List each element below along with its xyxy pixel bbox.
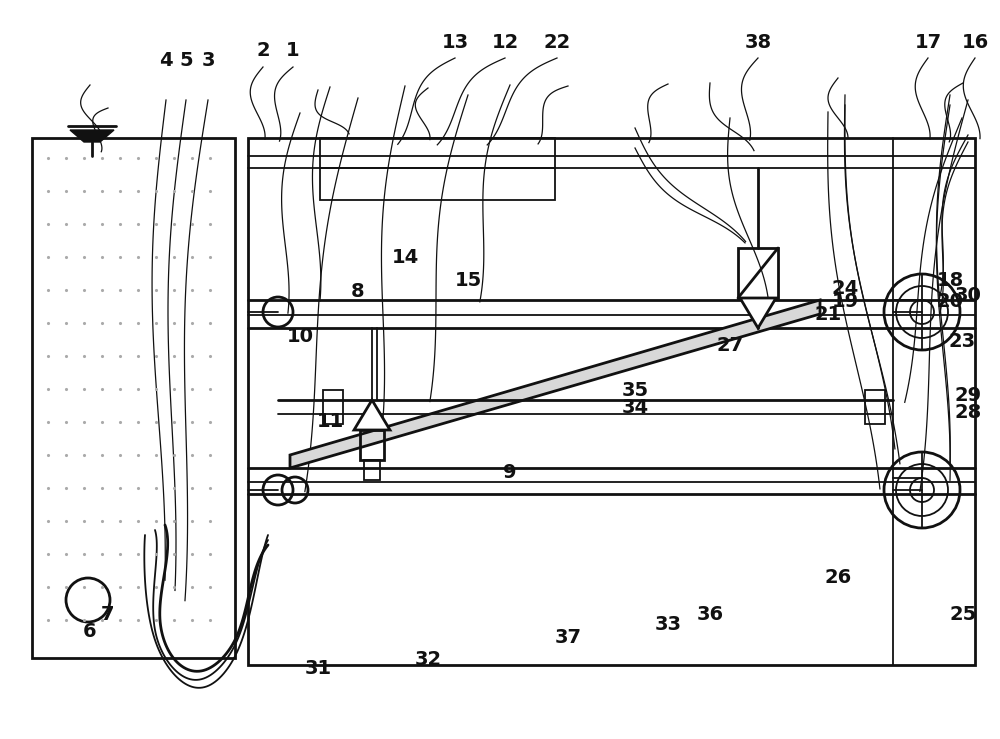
Polygon shape	[70, 130, 114, 142]
Text: 4: 4	[159, 51, 173, 70]
Text: 29: 29	[954, 386, 982, 405]
Text: 21: 21	[814, 304, 842, 324]
Text: 7: 7	[101, 605, 115, 624]
Polygon shape	[290, 300, 820, 468]
Text: 23: 23	[948, 332, 976, 351]
Text: 36: 36	[696, 605, 724, 624]
Text: 16: 16	[961, 33, 989, 52]
Text: 24: 24	[831, 279, 859, 298]
Text: 13: 13	[441, 33, 469, 52]
Text: 37: 37	[554, 627, 582, 647]
Text: 26: 26	[824, 568, 852, 588]
Bar	[738, 248, 778, 298]
Text: 32: 32	[414, 650, 442, 669]
Text: 18: 18	[936, 271, 964, 290]
Text: 17: 17	[914, 33, 942, 52]
Text: 8: 8	[351, 282, 365, 302]
Text: 30: 30	[955, 286, 981, 305]
Text: 1: 1	[286, 41, 300, 60]
Text: 31: 31	[304, 659, 332, 678]
Text: 9: 9	[503, 463, 517, 483]
Text: 15: 15	[454, 271, 482, 290]
Text: 34: 34	[621, 398, 649, 418]
Text: 22: 22	[543, 33, 571, 52]
Text: 2: 2	[256, 41, 270, 60]
Text: 38: 38	[744, 33, 772, 52]
Text: 25: 25	[949, 605, 977, 624]
Bar	[364, 460, 380, 480]
Text: 3: 3	[201, 51, 215, 70]
Text: 10: 10	[287, 327, 314, 346]
Text: 33: 33	[654, 615, 682, 634]
Bar	[32, 138, 235, 658]
Text: 28: 28	[954, 403, 982, 422]
Bar	[865, 390, 885, 424]
Bar	[360, 430, 384, 460]
Text: 27: 27	[716, 336, 744, 355]
Bar	[320, 138, 555, 200]
Polygon shape	[740, 298, 776, 328]
Text: 35: 35	[621, 381, 649, 400]
Text: 11: 11	[316, 412, 344, 431]
Text: 5: 5	[179, 51, 193, 70]
Text: 12: 12	[491, 33, 519, 52]
Text: 19: 19	[831, 292, 859, 311]
Polygon shape	[354, 400, 390, 430]
Bar	[323, 390, 343, 424]
Text: 20: 20	[936, 292, 964, 311]
Bar	[248, 138, 975, 665]
Text: 6: 6	[83, 622, 97, 641]
Text: 14: 14	[391, 248, 419, 267]
